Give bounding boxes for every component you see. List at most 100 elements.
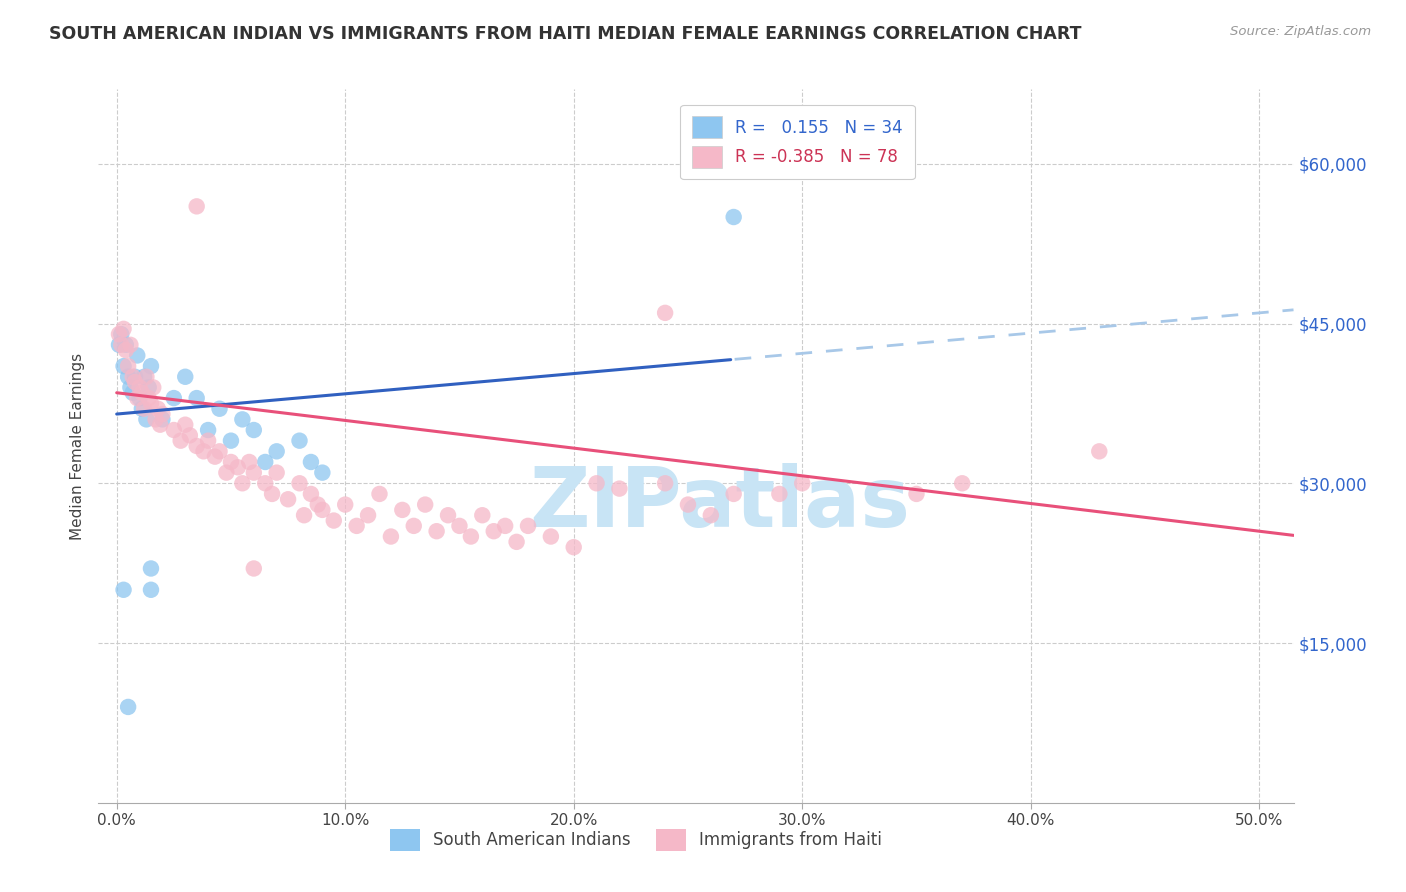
- Point: [311, 503, 333, 517]
- Point: [193, 444, 215, 458]
- Point: [346, 519, 368, 533]
- Point: [174, 417, 197, 432]
- Point: [124, 375, 146, 389]
- Point: [128, 380, 150, 394]
- Point: [288, 434, 311, 448]
- Point: [380, 529, 402, 543]
- Point: [266, 466, 288, 480]
- Point: [413, 498, 436, 512]
- Point: [197, 434, 219, 448]
- Point: [134, 401, 156, 416]
- Point: [292, 508, 315, 523]
- Point: [426, 524, 449, 539]
- Point: [723, 487, 745, 501]
- Point: [121, 385, 143, 400]
- Point: [110, 327, 132, 342]
- Point: [402, 519, 425, 533]
- Point: [231, 476, 253, 491]
- Point: [243, 466, 266, 480]
- Point: [186, 439, 208, 453]
- Point: [676, 498, 699, 512]
- Point: [208, 444, 231, 458]
- Point: [139, 396, 162, 410]
- Point: [357, 508, 380, 523]
- Point: [108, 338, 131, 352]
- Point: [540, 529, 562, 543]
- Point: [115, 338, 138, 352]
- Text: SOUTH AMERICAN INDIAN VS IMMIGRANTS FROM HAITI MEDIAN FEMALE EARNINGS CORRELATIO: SOUTH AMERICAN INDIAN VS IMMIGRANTS FROM…: [49, 25, 1081, 43]
- Point: [139, 359, 162, 373]
- Point: [437, 508, 460, 523]
- Text: Source: ZipAtlas.com: Source: ZipAtlas.com: [1230, 25, 1371, 38]
- Point: [215, 466, 238, 480]
- Point: [505, 534, 527, 549]
- Point: [482, 524, 505, 539]
- Point: [131, 401, 153, 416]
- Point: [112, 322, 135, 336]
- Point: [146, 401, 169, 416]
- Point: [262, 487, 284, 501]
- Point: [950, 476, 973, 491]
- Point: [117, 359, 139, 373]
- Point: [110, 338, 132, 352]
- Point: [299, 487, 322, 501]
- Point: [277, 492, 299, 507]
- Point: [127, 391, 149, 405]
- Point: [562, 540, 585, 554]
- Point: [138, 391, 160, 405]
- Point: [322, 514, 344, 528]
- Point: [723, 210, 745, 224]
- Point: [134, 369, 156, 384]
- Point: [219, 455, 242, 469]
- Point: [219, 434, 242, 448]
- Point: [335, 498, 357, 512]
- Point: [311, 466, 333, 480]
- Point: [108, 327, 131, 342]
- Point: [254, 476, 277, 491]
- Point: [163, 423, 186, 437]
- Point: [149, 417, 172, 432]
- Legend: South American Indians, Immigrants from Haiti: South American Indians, Immigrants from …: [378, 817, 894, 863]
- Point: [179, 428, 201, 442]
- Point: [494, 519, 516, 533]
- Point: [124, 369, 146, 384]
- Point: [792, 476, 814, 491]
- Point: [112, 582, 135, 597]
- Point: [266, 444, 288, 458]
- Point: [186, 199, 208, 213]
- Text: ZIPatlas: ZIPatlas: [530, 463, 910, 543]
- Point: [460, 529, 482, 543]
- Point: [585, 476, 607, 491]
- Point: [288, 476, 311, 491]
- Point: [142, 380, 165, 394]
- Point: [471, 508, 494, 523]
- Point: [117, 700, 139, 714]
- Point: [768, 487, 790, 501]
- Point: [139, 582, 162, 597]
- Point: [226, 460, 249, 475]
- Point: [120, 338, 142, 352]
- Point: [170, 434, 193, 448]
- Point: [174, 369, 197, 384]
- Point: [115, 343, 138, 358]
- Point: [204, 450, 226, 464]
- Point: [135, 369, 157, 384]
- Point: [609, 482, 631, 496]
- Point: [517, 519, 540, 533]
- Point: [654, 306, 676, 320]
- Point: [131, 385, 153, 400]
- Point: [231, 412, 253, 426]
- Point: [186, 391, 208, 405]
- Point: [121, 369, 143, 384]
- Point: [112, 359, 135, 373]
- Point: [138, 380, 160, 394]
- Point: [197, 423, 219, 437]
- Point: [254, 455, 277, 469]
- Point: [368, 487, 391, 501]
- Point: [152, 407, 174, 421]
- Point: [299, 455, 322, 469]
- Point: [139, 561, 162, 575]
- Y-axis label: Median Female Earnings: Median Female Earnings: [70, 352, 86, 540]
- Point: [238, 455, 260, 469]
- Point: [243, 423, 266, 437]
